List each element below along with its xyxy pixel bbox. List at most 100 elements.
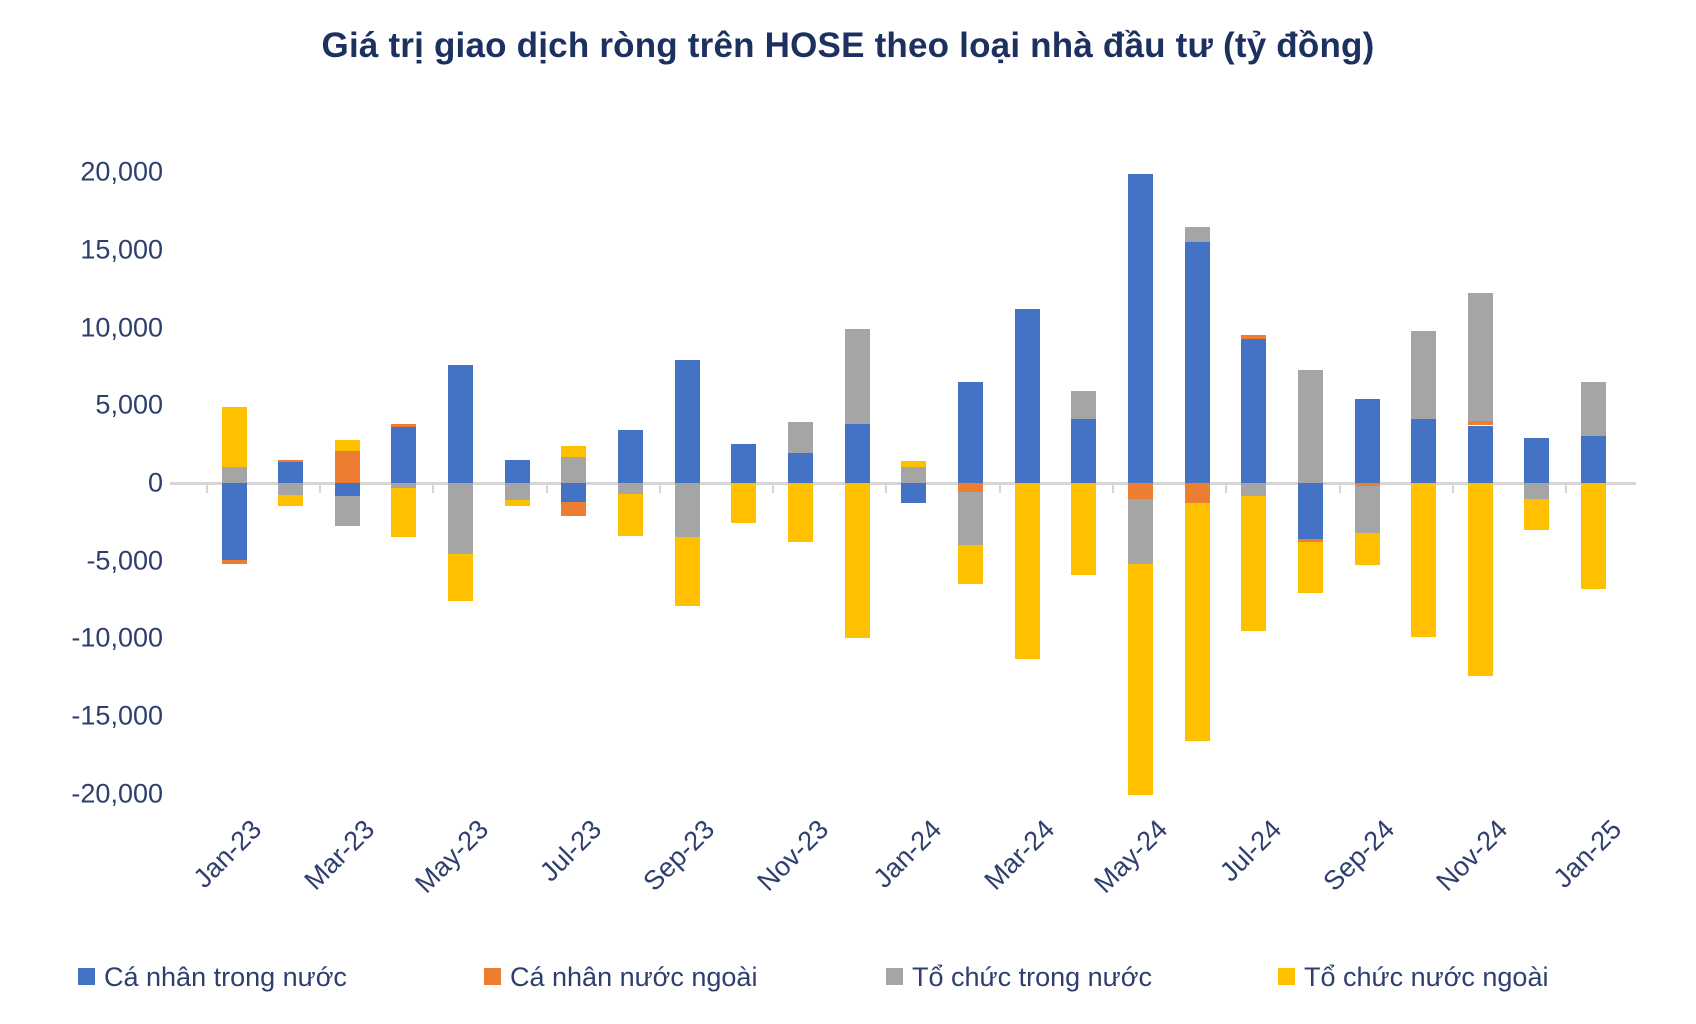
bar-segment-Jul-23-Cá nhân nước ngoài bbox=[561, 502, 587, 517]
legend-label: Cá nhân nước ngoài bbox=[510, 962, 758, 992]
bar-segment-Jul-23-Cá nhân trong nước bbox=[561, 483, 587, 503]
bar-segment-Mar-24-Tổ chức nước ngoài bbox=[1014, 483, 1040, 659]
axis-tick bbox=[1225, 484, 1228, 493]
bar-segment-May-23-Cá nhân trong nước bbox=[448, 364, 474, 483]
bar-segment-Oct-24-Tổ chức trong nước bbox=[1411, 330, 1437, 420]
bar-segment-Dec-23-Cá nhân trong nước bbox=[844, 423, 870, 483]
bar-segment-Apr-24-Tổ chức trong nước bbox=[1071, 391, 1097, 420]
x-tick-label: Jul-23 bbox=[533, 814, 608, 888]
axis-tick bbox=[885, 484, 888, 493]
bar-segment-Feb-24-Tổ chức trong nước bbox=[957, 492, 983, 546]
x-tick-label: Jan-25 bbox=[1547, 814, 1627, 894]
axis-tick bbox=[1338, 484, 1341, 493]
bar-segment-Sep-24-Tổ chức trong nước bbox=[1354, 486, 1380, 533]
bar-segment-Nov-24-Tổ chức nước ngoài bbox=[1467, 483, 1493, 676]
axis-tick bbox=[205, 484, 208, 493]
axis-tick bbox=[1451, 484, 1454, 493]
bar-segment-Jun-23-Tổ chức nước ngoài bbox=[504, 500, 530, 507]
bar-segment-May-24-Tổ chức trong nước bbox=[1127, 498, 1153, 564]
bar-segment-Jun-24-Tổ chức trong nước bbox=[1184, 226, 1210, 243]
y-tick-label: 20,000 bbox=[80, 156, 163, 187]
bar-segment-Jul-24-Tổ chức nước ngoài bbox=[1241, 496, 1267, 632]
bar-segment-Feb-23-Cá nhân nước ngoài bbox=[278, 459, 304, 463]
bar-segment-Dec-24-Tổ chức trong nước bbox=[1524, 483, 1550, 499]
x-tick-label: Jan-23 bbox=[187, 814, 268, 894]
bar-segment-May-23-Tổ chức nước ngoài bbox=[448, 554, 474, 602]
x-tick-label: Sep-24 bbox=[1317, 814, 1401, 897]
bar-segment-Aug-23-Tổ chức nước ngoài bbox=[618, 493, 644, 536]
bar-segment-Jun-24-Tổ chức nước ngoài bbox=[1184, 503, 1210, 741]
y-tick-label: 10,000 bbox=[80, 312, 163, 343]
x-tick-label: Mar-23 bbox=[298, 814, 381, 896]
axis-tick bbox=[545, 484, 548, 493]
bar-segment-Jul-24-Tổ chức trong nước bbox=[1241, 483, 1267, 497]
bar-segment-Jun-24-Cá nhân nước ngoài bbox=[1184, 483, 1210, 504]
legend-swatch-icon bbox=[1278, 968, 1295, 985]
bar-segment-Jul-23-Tổ chức nước ngoài bbox=[561, 445, 587, 457]
axis-tick bbox=[772, 484, 775, 493]
bar-segment-Apr-24-Cá nhân trong nước bbox=[1071, 419, 1097, 483]
bar-segment-Jan-24-Tổ chức trong nước bbox=[901, 466, 927, 483]
bar-segment-Nov-23-Tổ chức nước ngoài bbox=[788, 483, 813, 543]
bar-segment-May-24-Tổ chức nước ngoài bbox=[1127, 563, 1153, 796]
bar-segment-Jan-25-Tổ chức nước ngoài bbox=[1581, 483, 1607, 589]
axis-tick bbox=[1565, 484, 1568, 493]
bar-segment-Mar-23-Tổ chức trong nước bbox=[334, 496, 360, 526]
y-tick-label: 15,000 bbox=[80, 234, 163, 265]
bar-segment-Sep-23-Tổ chức trong nước bbox=[674, 483, 700, 538]
bar-segment-Nov-24-Cá nhân trong nước bbox=[1467, 425, 1493, 483]
bar-segment-Apr-23-Tổ chức nước ngoài bbox=[391, 487, 417, 538]
bar-segment-Nov-23-Tổ chức trong nước bbox=[788, 422, 813, 454]
axis-tick bbox=[318, 484, 321, 493]
x-tick-label: Mar-24 bbox=[978, 814, 1061, 896]
bar-segment-Jul-24-Cá nhân trong nước bbox=[1241, 339, 1267, 483]
bar-segment-Jan-24-Tổ chức nước ngoài bbox=[901, 461, 927, 467]
bar-segment-Dec-23-Tổ chức trong nước bbox=[844, 329, 870, 424]
bar-segment-Jun-23-Tổ chức trong nước bbox=[504, 483, 530, 501]
bar-segment-Mar-23-Cá nhân trong nước bbox=[334, 483, 360, 497]
bar-segment-Aug-23-Tổ chức trong nước bbox=[618, 483, 644, 494]
bar-segment-Apr-23-Cá nhân trong nước bbox=[391, 427, 417, 483]
y-tick-label: 0 bbox=[147, 467, 163, 498]
axis-tick bbox=[432, 484, 435, 493]
bar-segment-Jul-23-Tổ chức trong nước bbox=[561, 456, 587, 483]
axis-tick bbox=[998, 484, 1001, 493]
bar-segment-Sep-24-Tổ chức nước ngoài bbox=[1354, 532, 1380, 566]
legend-label: Tổ chức nước ngoài bbox=[1304, 962, 1549, 992]
bar-segment-Jun-23-Cá nhân trong nước bbox=[504, 459, 530, 483]
bar-segment-May-24-Cá nhân nước ngoài bbox=[1127, 483, 1153, 499]
bar-segment-Sep-24-Cá nhân trong nước bbox=[1354, 399, 1380, 483]
bar-segment-Dec-24-Cá nhân trong nước bbox=[1524, 437, 1550, 483]
bar-segment-Oct-23-Cá nhân trong nước bbox=[731, 444, 757, 483]
x-tick-label: Jul-24 bbox=[1213, 814, 1287, 888]
y-tick-label: -15,000 bbox=[71, 700, 163, 731]
bar-segment-Apr-23-Tổ chức trong nước bbox=[391, 483, 417, 488]
x-tick-label: May-23 bbox=[408, 814, 494, 899]
bar-segment-Feb-24-Cá nhân trong nước bbox=[957, 381, 983, 483]
axis-tick bbox=[1112, 484, 1114, 493]
bar-segment-May-23-Tổ chức trong nước bbox=[448, 483, 474, 555]
y-tick-label: -10,000 bbox=[71, 622, 163, 653]
bar-segment-Jan-23-Cá nhân nước ngoài bbox=[221, 559, 247, 564]
bar-segment-Sep-24-Cá nhân nước ngoài bbox=[1354, 483, 1380, 487]
bar-segment-Feb-24-Cá nhân nước ngoài bbox=[957, 483, 983, 493]
x-tick-label: Nov-23 bbox=[750, 814, 834, 897]
bar-segment-Aug-24-Tổ chức trong nước bbox=[1297, 369, 1323, 483]
bar-segment-Mar-23-Cá nhân nước ngoài bbox=[334, 451, 360, 483]
bar-segment-Sep-23-Tổ chức nước ngoài bbox=[674, 537, 700, 606]
y-tick-label: 5,000 bbox=[95, 389, 163, 420]
bar-segment-Jan-23-Tổ chức nước ngoài bbox=[221, 406, 247, 468]
bar-segment-Mar-23-Tổ chức nước ngoài bbox=[334, 440, 360, 452]
bar-segment-Apr-24-Tổ chức nước ngoài bbox=[1071, 483, 1097, 575]
bar-segment-Jan-25-Tổ chức trong nước bbox=[1581, 381, 1607, 437]
y-tick-label: -5,000 bbox=[86, 545, 163, 576]
legend-label: Tổ chức trong nước bbox=[912, 962, 1152, 992]
x-tick-label: Jan-24 bbox=[867, 814, 948, 894]
bar-segment-Jan-25-Cá nhân trong nước bbox=[1581, 436, 1607, 483]
legend-swatch-icon bbox=[484, 968, 501, 985]
bar-segment-Aug-24-Tổ chức nước ngoài bbox=[1297, 542, 1323, 594]
x-tick-label: May-24 bbox=[1088, 814, 1174, 899]
chart-title: Giá trị giao dịch ròng trên HOSE theo lo… bbox=[321, 26, 1375, 65]
bar-segment-Dec-23-Tổ chức nước ngoài bbox=[844, 483, 870, 639]
